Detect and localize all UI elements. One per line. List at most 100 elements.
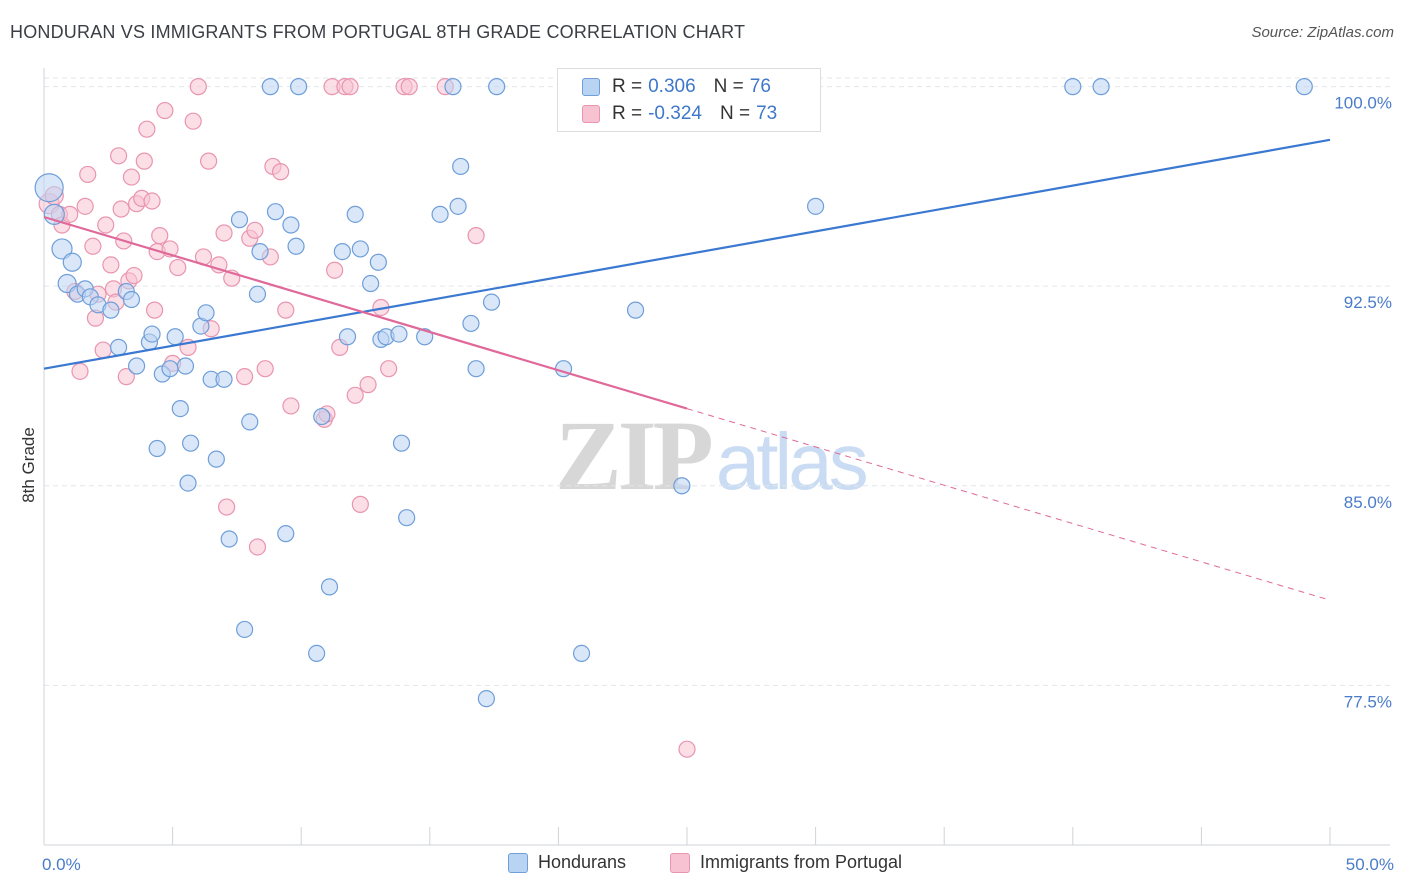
honduran-point <box>51 238 73 260</box>
honduran-point <box>390 325 408 343</box>
portugal-trend-line <box>43 215 688 410</box>
honduran-point <box>313 407 331 426</box>
legend-n-value-portugal: 73 <box>756 103 778 124</box>
honduran-point <box>122 290 141 309</box>
honduran-point <box>261 78 279 96</box>
portugal-point <box>143 192 161 210</box>
portugal-point <box>351 495 369 513</box>
honduran-point <box>362 274 380 293</box>
portugal-point <box>125 266 143 285</box>
honduran-point <box>143 325 161 343</box>
portugal-point <box>84 237 102 255</box>
honduran-point <box>277 525 295 543</box>
series-hondurans-points <box>34 78 1313 708</box>
series-legend-portugal: Immigrants from Portugal <box>670 852 902 873</box>
y-tick-label: 92.5% <box>1344 293 1392 312</box>
portugal-point <box>189 78 207 96</box>
honduran-point <box>477 690 495 708</box>
portugal-point <box>117 368 135 386</box>
series-legend: Hondurans Immigrants from Portugal <box>0 852 1406 878</box>
portugal-point <box>326 261 344 279</box>
y-tick-label: 100.0% <box>1334 94 1392 113</box>
honduran-point <box>482 293 501 311</box>
portugal-point <box>79 165 97 184</box>
honduran-point <box>351 240 369 258</box>
portugal-point <box>169 258 187 277</box>
honduran-point <box>308 644 326 663</box>
honduran-trend-line <box>43 138 1331 370</box>
honduran-point <box>34 173 64 203</box>
honduran-point <box>248 285 267 303</box>
portugal-point <box>467 227 485 245</box>
honduran-point <box>102 301 120 319</box>
honduran-point <box>220 530 238 548</box>
honduran-point <box>452 157 470 176</box>
axes <box>43 68 1390 846</box>
series-legend-hondurans: Hondurans <box>508 852 626 873</box>
honduran-point <box>1295 78 1313 96</box>
portugal-point <box>138 120 156 138</box>
portugal-point <box>272 163 290 181</box>
portugal-point <box>400 78 418 96</box>
honduran-point <box>449 197 467 215</box>
honduran-point <box>369 253 387 271</box>
honduran-point <box>626 301 645 319</box>
portugal-point <box>122 168 141 186</box>
legend-r-value-portugal: -0.324 <box>648 103 702 124</box>
honduran-point <box>488 78 506 96</box>
honduran-point <box>467 360 485 378</box>
legend-swatch-portugal <box>582 105 600 123</box>
honduran-point <box>166 328 184 346</box>
portugal-point <box>359 376 377 394</box>
legend-row-hondurans: R = 0.306 N = 76 <box>582 74 771 100</box>
x-tick-label-min: 0.0% <box>42 855 81 874</box>
portugal-point <box>215 224 233 242</box>
honduran-point <box>1064 78 1082 96</box>
honduran-point <box>241 413 259 431</box>
honduran-point <box>431 205 449 223</box>
legend-r-value-hondurans: 0.306 <box>648 76 696 97</box>
portugal-point <box>341 78 359 96</box>
y-tick-label: 85.0% <box>1344 493 1392 512</box>
honduran-point <box>207 450 225 468</box>
portugal-point <box>282 397 300 415</box>
portugal-point <box>94 341 112 359</box>
portugal-trend-line-extrapolated <box>686 408 1331 601</box>
portugal-point <box>102 256 120 274</box>
portugal-point <box>248 538 267 556</box>
honduran-point <box>127 357 146 375</box>
honduran-point <box>62 252 82 272</box>
portugal-point <box>200 152 218 170</box>
honduran-point <box>148 439 166 458</box>
watermark-zip: ZIP <box>555 400 714 511</box>
series-label-hondurans: Hondurans <box>538 852 627 872</box>
series-swatch-portugal <box>670 852 690 873</box>
portugal-point <box>236 368 254 386</box>
series-portugal-points <box>38 78 696 758</box>
legend-row-portugal: R = -0.324 N = 73 <box>582 101 777 127</box>
honduran-point <box>392 434 411 452</box>
portugal-point <box>109 147 128 165</box>
y-axis-label: 8th Grade <box>19 427 38 503</box>
honduran-point <box>266 203 285 221</box>
source-credit: Source: ZipAtlas.com <box>1251 24 1394 41</box>
honduran-point <box>287 237 305 255</box>
portugal-point <box>256 360 274 378</box>
honduran-point <box>230 211 249 229</box>
honduran-point <box>197 304 215 322</box>
honduran-point <box>346 205 364 223</box>
portugal-point <box>678 740 696 758</box>
portugal-point <box>151 227 169 245</box>
watermark: ZIPatlas <box>555 398 869 513</box>
honduran-point <box>462 314 480 333</box>
honduran-point <box>109 338 128 356</box>
portugal-point <box>218 498 236 516</box>
honduran-point <box>290 78 308 96</box>
portugal-point <box>246 221 264 239</box>
honduran-point <box>572 644 591 663</box>
portugal-point <box>277 301 295 319</box>
tick-labels: 77.5% 85.0% 92.5% 100.0% 0.0% 50.0% <box>42 94 1394 874</box>
honduran-point <box>806 197 825 215</box>
honduran-point <box>320 578 339 596</box>
